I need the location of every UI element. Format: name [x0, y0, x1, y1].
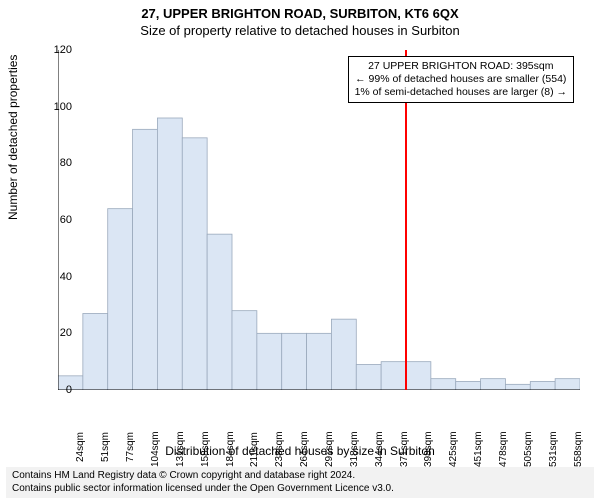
footer-attribution: Contains HM Land Registry data © Crown c…	[6, 467, 594, 498]
histogram-bar	[456, 382, 481, 391]
histogram-bar	[133, 129, 158, 390]
plot-area: 27 UPPER BRIGHTON ROAD: 395sqm ← 99% of …	[58, 50, 580, 390]
annotation-box: 27 UPPER BRIGHTON ROAD: 395sqm ← 99% of …	[348, 56, 574, 103]
chart-title: 27, UPPER BRIGHTON ROAD, SURBITON, KT6 6…	[0, 0, 600, 21]
histogram-bar	[182, 138, 207, 390]
histogram-bar	[257, 333, 282, 390]
histogram-bar	[481, 379, 506, 390]
ytick-label: 100	[54, 101, 72, 113]
histogram-bar	[555, 379, 580, 390]
ytick-label: 80	[60, 157, 72, 169]
footer-line1: Contains HM Land Registry data © Crown c…	[12, 470, 588, 483]
histogram-bar	[406, 362, 431, 390]
histogram-bar	[356, 365, 381, 391]
histogram-bar	[232, 311, 257, 390]
histogram-bar	[431, 379, 456, 390]
histogram-bar	[282, 333, 307, 390]
ytick-label: 40	[60, 271, 72, 283]
ytick-label: 0	[66, 384, 72, 396]
annotation-line3: 1% of semi-detached houses are larger (8…	[355, 86, 567, 99]
y-axis-label: Number of detached properties	[6, 55, 20, 220]
histogram-bar	[505, 384, 530, 390]
chart-subtitle: Size of property relative to detached ho…	[0, 21, 600, 38]
histogram-bar	[83, 314, 108, 391]
histogram-bar	[307, 333, 332, 390]
histogram-bar	[108, 209, 133, 390]
footer-line2: Contains public sector information licen…	[12, 483, 588, 496]
x-axis-label: Distribution of detached houses by size …	[0, 444, 600, 458]
annotation-line1: 27 UPPER BRIGHTON ROAD: 395sqm	[355, 60, 567, 73]
histogram-bar	[207, 234, 232, 390]
ytick-label: 60	[60, 214, 72, 226]
histogram-bar	[331, 319, 356, 390]
ytick-label: 120	[54, 44, 72, 56]
annotation-line2: ← 99% of detached houses are smaller (55…	[355, 73, 567, 86]
histogram-bar	[381, 362, 406, 390]
histogram-bar	[157, 118, 182, 390]
ytick-label: 20	[60, 327, 72, 339]
chart-container: 27, UPPER BRIGHTON ROAD, SURBITON, KT6 6…	[0, 0, 600, 500]
histogram-bar	[530, 382, 555, 391]
